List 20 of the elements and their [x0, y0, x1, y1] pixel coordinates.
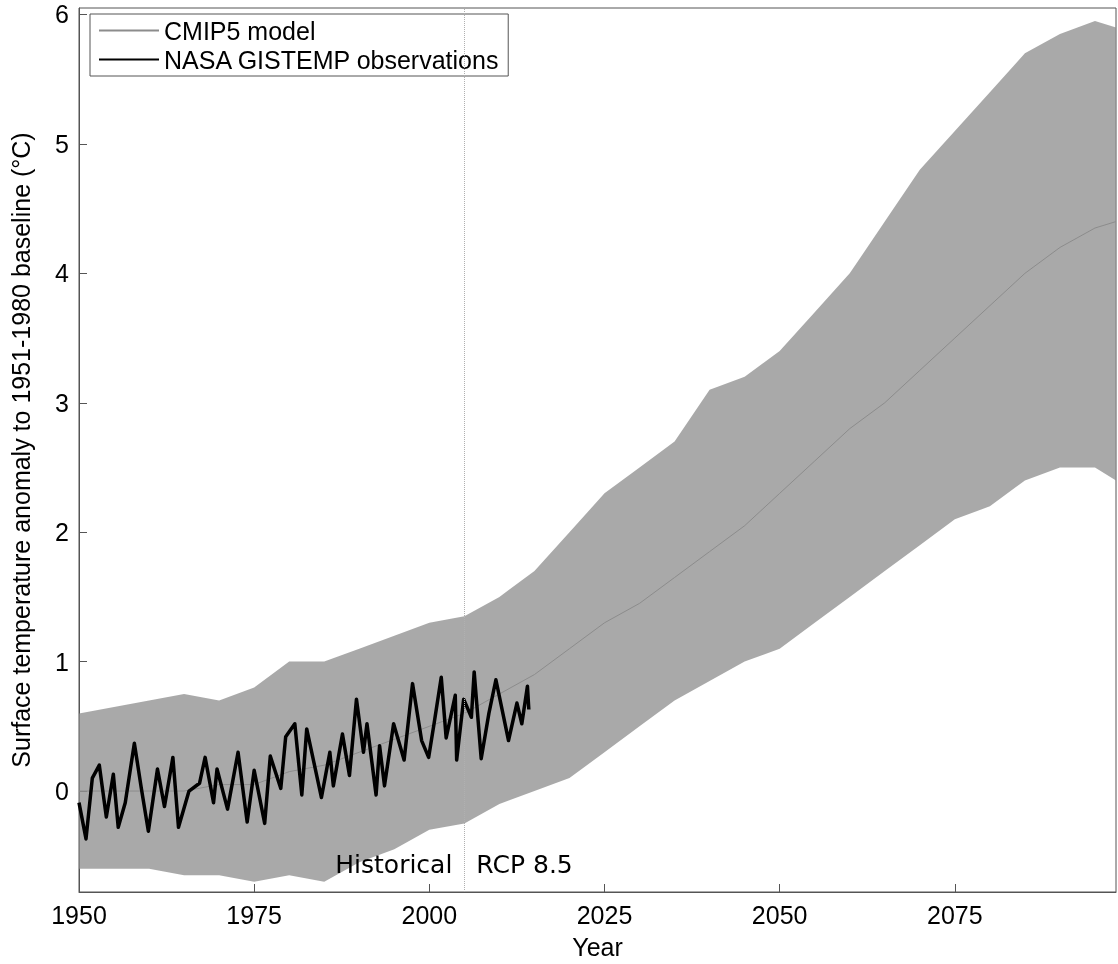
y-axis-title: Surface temperature anomaly to 1951-1980 baseline (°C) [6, 132, 35, 768]
annotation: RCP 8.5 [476, 850, 573, 879]
line-series [77, 670, 531, 841]
annotation: Historical [335, 850, 453, 879]
x-tick-label: 2025 [576, 900, 633, 929]
y-tick-label: 6 [55, 0, 69, 29]
legend-label: CMIP5 model [164, 16, 316, 45]
y-tick-label: 3 [55, 388, 69, 417]
y-tick-label: 5 [55, 129, 69, 158]
x-tick-label: 1950 [51, 900, 107, 929]
y-tick-label: 2 [55, 518, 69, 547]
x-tick-label: 1975 [226, 900, 282, 929]
x-axis-title: Year [572, 932, 623, 961]
y-tick-label: 4 [55, 259, 70, 288]
x-tick-label: 2000 [401, 900, 458, 929]
y-tick-label: 0 [55, 777, 69, 806]
x-tick-label: 2050 [751, 900, 808, 929]
legend-label: NASA GISTEMP observations [164, 45, 499, 74]
y-tick-label: 1 [55, 647, 69, 676]
x-tick-label: 2075 [927, 900, 983, 929]
